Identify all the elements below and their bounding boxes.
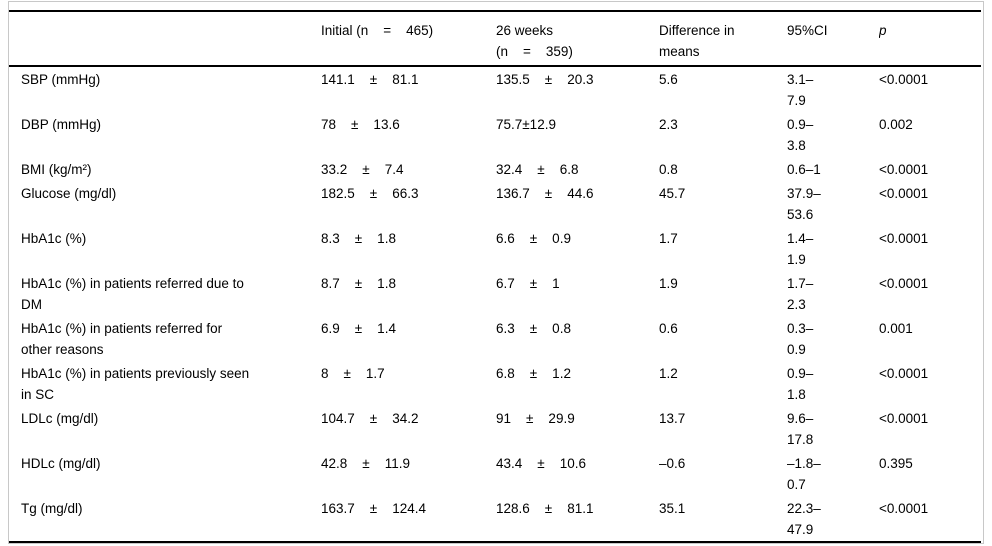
initial-value: 163.7 ± 124.4	[321, 501, 426, 516]
row-label: BMI (kg/m²)	[21, 162, 92, 177]
initial-value: 104.7 ± 34.2	[321, 411, 419, 426]
weeks26-value: 32.4 ± 6.8	[496, 162, 579, 177]
difference-value: 5.6	[659, 72, 678, 87]
initial-value: 8.3 ± 1.8	[321, 231, 396, 246]
weeks26-value: 6.6 ± 0.9	[496, 231, 571, 246]
row-label: DBP (mmHg)	[21, 117, 102, 132]
row-label: HbA1c (%)	[21, 231, 87, 246]
difference-value: –0.6	[659, 456, 686, 471]
p-value: <0.0001	[879, 501, 929, 516]
table-row-hba1c: HbA1c (%) 8.3 ± 1.8 6.6 ± 0.9 1.7 1.4– 1…	[9, 226, 981, 271]
p-value: 0.002	[879, 117, 913, 132]
table-body: SBP (mmHg) 141.1 ± 81.1 135.5 ± 20.3 5.6…	[9, 66, 981, 542]
table-row-bmi: BMI (kg/m²) 33.2 ± 7.4 32.4 ± 6.8 0.8 0.…	[9, 157, 981, 181]
ci-value: 3.1– 7.9	[787, 72, 814, 108]
initial-value: 141.1 ± 81.1	[321, 72, 419, 87]
ci-value: 9.6– 17.8	[787, 411, 814, 447]
row-label: SBP (mmHg)	[21, 72, 101, 87]
table-frame: Initial (n = 465) 26 weeks (n = 359) Dif…	[8, 1, 984, 544]
difference-value: 0.6	[659, 321, 678, 336]
p-value: 0.395	[879, 456, 913, 471]
difference-value: 35.1	[659, 501, 686, 516]
col-header-26weeks: 26 weeks (n = 359)	[496, 11, 659, 67]
ci-value: 37.9– 53.6	[787, 186, 821, 222]
table-row-ldlc: LDLc (mg/dl) 104.7 ± 34.2 91 ± 29.9 13.7…	[9, 406, 981, 451]
ci-value: 1.7– 2.3	[787, 276, 814, 312]
table-row-glucose: Glucose (mg/dl) 182.5 ± 66.3 136.7 ± 44.…	[9, 181, 981, 226]
weeks26-value: 128.6 ± 81.1	[496, 501, 594, 516]
p-value: 0.001	[879, 321, 913, 336]
ci-value: –1.8– 0.7	[787, 456, 821, 492]
row-label: HbA1c (%) in patients referred for other…	[21, 321, 223, 357]
weeks26-value: 6.8 ± 1.2	[496, 366, 571, 381]
table-row-sbp: SBP (mmHg) 141.1 ± 81.1 135.5 ± 20.3 5.6…	[9, 66, 981, 112]
p-value: <0.0001	[879, 411, 929, 426]
initial-value: 8 ± 1.7	[321, 366, 385, 381]
col-header-95ci: 95%CI	[787, 11, 879, 67]
ci-value: 0.9– 3.8	[787, 117, 814, 153]
results-table: Initial (n = 465) 26 weeks (n = 359) Dif…	[9, 10, 981, 543]
col-header-initial: Initial (n = 465)	[321, 11, 496, 67]
table-row-tg: Tg (mg/dl) 163.7 ± 124.4 128.6 ± 81.1 35…	[9, 496, 981, 542]
p-value: <0.0001	[879, 276, 929, 291]
difference-value: 1.7	[659, 231, 678, 246]
p-value: <0.0001	[879, 366, 929, 381]
ci-value: 0.9– 1.8	[787, 366, 814, 402]
row-label: HbA1c (%) in patients referred due to DM	[21, 276, 244, 312]
difference-value: 1.9	[659, 276, 678, 291]
ci-value: 22.3– 47.9	[787, 501, 821, 537]
ci-value: 0.6–1	[787, 162, 821, 177]
initial-value: 6.9 ± 1.4	[321, 321, 396, 336]
weeks26-value: 91 ± 29.9	[496, 411, 575, 426]
table-row-hba1c-dm: HbA1c (%) in patients referred due to DM…	[9, 271, 981, 316]
p-value: <0.0001	[879, 231, 929, 246]
p-value: <0.0001	[879, 72, 929, 87]
table-row-dbp: DBP (mmHg) 78 ± 13.6 75.7±12.9 2.3 0.9– …	[9, 112, 981, 157]
weeks26-value: 6.7 ± 1	[496, 276, 560, 291]
table-row-hdlc: HDLc (mg/dl) 42.8 ± 11.9 43.4 ± 10.6 –0.…	[9, 451, 981, 496]
table-row-hba1c-sc: HbA1c (%) in patients previously seen in…	[9, 361, 981, 406]
difference-value: 45.7	[659, 186, 686, 201]
initial-value: 42.8 ± 11.9	[321, 456, 410, 471]
difference-value: 1.2	[659, 366, 678, 381]
row-label: HbA1c (%) in patients previously seen in…	[21, 366, 250, 402]
initial-value: 78 ± 13.6	[321, 117, 400, 132]
col-header-p: p	[879, 11, 981, 67]
row-label: LDLc (mg/dl)	[21, 411, 99, 426]
weeks26-value: 135.5 ± 20.3	[496, 72, 594, 87]
ci-value: 0.3– 0.9	[787, 321, 814, 357]
col-header-difference-in-means: Difference in means	[659, 11, 787, 67]
p-value: <0.0001	[879, 162, 929, 177]
col-header-variable	[9, 11, 321, 67]
weeks26-value: 43.4 ± 10.6	[496, 456, 586, 471]
p-value: <0.0001	[879, 186, 929, 201]
difference-value: 13.7	[659, 411, 686, 426]
table-row-hba1c-other: HbA1c (%) in patients referred for other…	[9, 316, 981, 361]
row-label: Glucose (mg/dl)	[21, 186, 117, 201]
weeks26-value: 75.7±12.9	[496, 117, 556, 132]
weeks26-value: 6.3 ± 0.8	[496, 321, 571, 336]
initial-value: 33.2 ± 7.4	[321, 162, 404, 177]
difference-value: 0.8	[659, 162, 678, 177]
difference-value: 2.3	[659, 117, 678, 132]
header-row: Initial (n = 465) 26 weeks (n = 359) Dif…	[9, 11, 981, 67]
row-label: Tg (mg/dl)	[21, 501, 83, 516]
initial-value: 8.7 ± 1.8	[321, 276, 396, 291]
weeks26-value: 136.7 ± 44.6	[496, 186, 594, 201]
row-label: HDLc (mg/dl)	[21, 456, 101, 471]
initial-value: 182.5 ± 66.3	[321, 186, 419, 201]
ci-value: 1.4– 1.9	[787, 231, 814, 267]
